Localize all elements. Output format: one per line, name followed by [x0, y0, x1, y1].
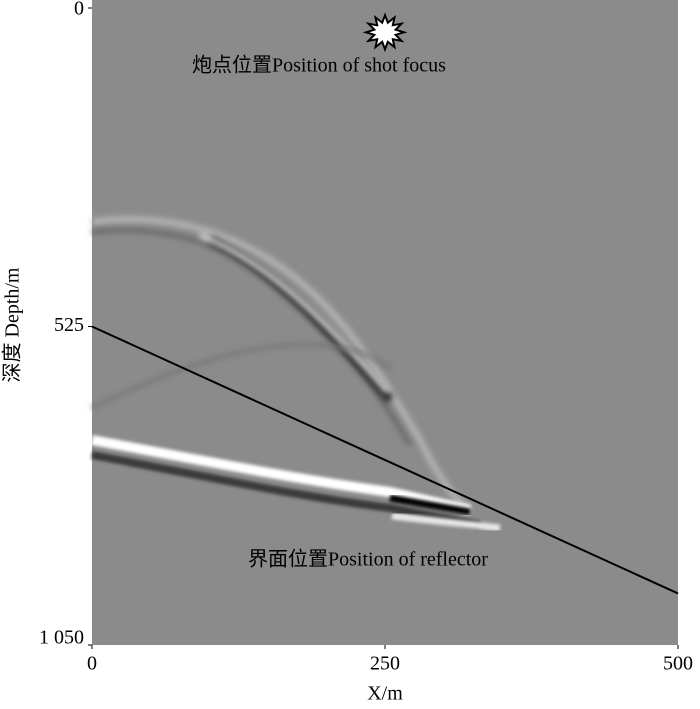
reflector-line	[91, 325, 679, 595]
shot-label: 炮点位置Position of shot focus	[192, 54, 446, 77]
x-tick-label: 250	[370, 653, 400, 675]
wavefield	[91, 216, 501, 532]
y-tick-label: 1 050	[39, 627, 84, 649]
shot-marker	[362, 12, 408, 53]
y-tick-label: 525	[54, 314, 84, 336]
x-tick-label: 0	[87, 653, 97, 675]
x-axis-label: X/m	[367, 683, 403, 705]
y-axis-label: 深度 Depth/m	[1, 267, 24, 382]
x-tick-label: 500	[663, 653, 693, 675]
plot-area	[92, 0, 678, 645]
reflector-label: 界面位置Position of reflector	[248, 548, 488, 571]
y-tick-label: 0	[74, 0, 84, 20]
